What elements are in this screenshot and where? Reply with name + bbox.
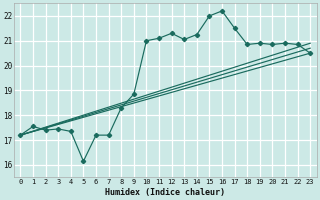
X-axis label: Humidex (Indice chaleur): Humidex (Indice chaleur) bbox=[105, 188, 225, 197]
